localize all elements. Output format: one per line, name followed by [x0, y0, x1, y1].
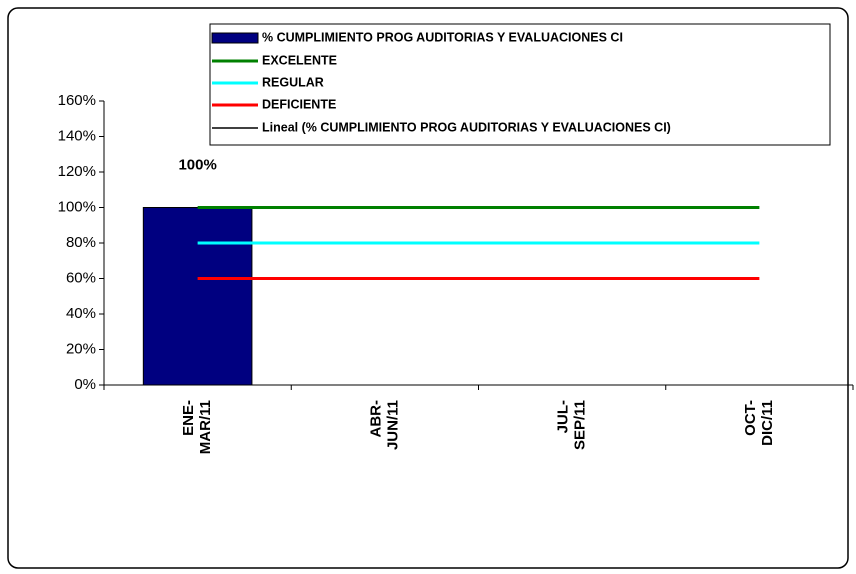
legend-swatch — [211, 32, 259, 44]
x-tick-label: SEP/11 — [572, 400, 589, 450]
y-tick-label: 0% — [74, 376, 96, 393]
y-tick-label: 100% — [58, 198, 96, 215]
x-tick-label: ABR- — [367, 400, 384, 438]
y-tick-label: 40% — [66, 305, 96, 322]
x-tick-label: JUL- — [555, 400, 572, 433]
legend-label: REGULAR — [262, 75, 324, 89]
y-tick-label: 20% — [66, 340, 96, 357]
legend-label: Lineal (% CUMPLIMIENTO PROG AUDITORIAS Y… — [262, 120, 671, 134]
x-tick-label: OCT- — [742, 400, 759, 436]
x-tick-label: JUN/11 — [384, 400, 401, 450]
x-tick-label: DIC/11 — [759, 400, 776, 446]
y-tick-label: 160% — [58, 92, 96, 109]
y-tick-label: 60% — [66, 269, 96, 286]
y-tick-label: 120% — [58, 163, 96, 180]
legend-label: % CUMPLIMIENTO PROG AUDITORIAS Y EVALUAC… — [262, 30, 623, 44]
y-tick-label: 140% — [58, 127, 96, 144]
bar — [142, 207, 253, 386]
legend-label: EXCELENTE — [262, 53, 337, 67]
legend-label: DEFICIENTE — [262, 97, 336, 111]
y-tick-label: 80% — [66, 234, 96, 251]
value-label: 100% — [178, 156, 216, 173]
legend-box — [209, 23, 831, 146]
x-tick-label: MAR/11 — [197, 400, 214, 454]
chart-border — [7, 7, 849, 569]
x-tick-label: ENE- — [180, 400, 197, 436]
